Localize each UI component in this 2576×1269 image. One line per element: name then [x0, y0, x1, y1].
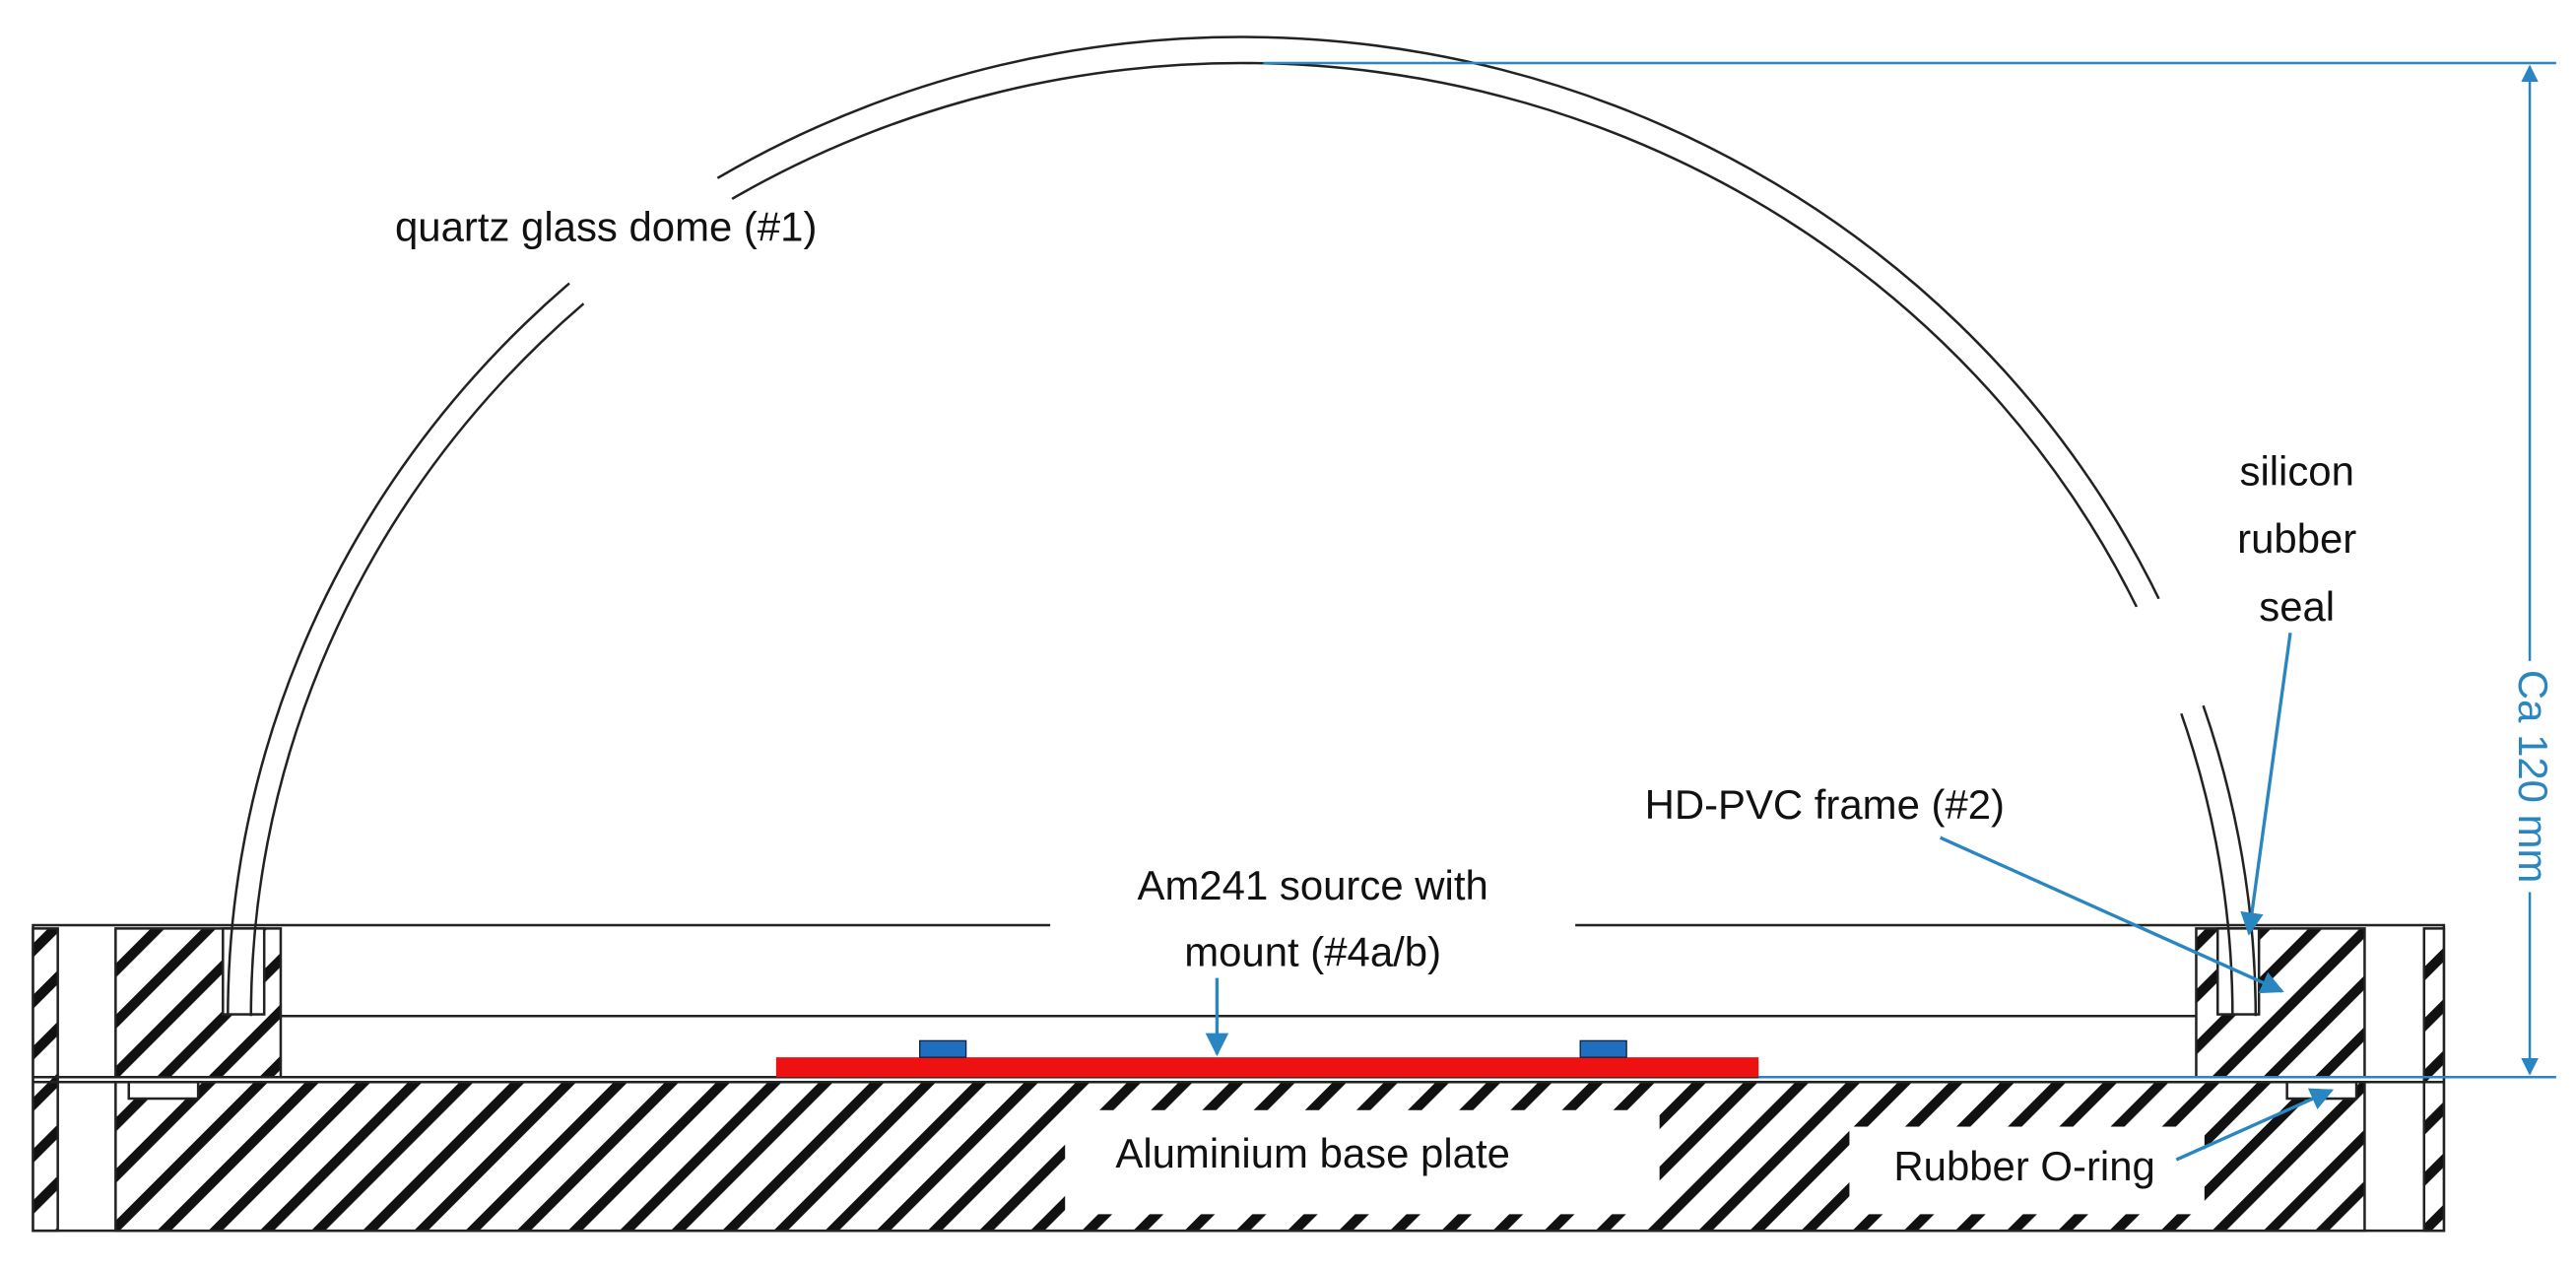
dome [227, 35, 2258, 1017]
label: quartz glass dome (#1) [395, 203, 817, 249]
label: Aluminium base plate [1115, 1130, 1510, 1176]
dimension [1263, 61, 2556, 1079]
gap [1050, 908, 1576, 942]
label-box [1849, 1126, 2205, 1215]
label: silicon [2240, 447, 2354, 494]
gap [531, 125, 755, 336]
label: seal [2259, 583, 2335, 630]
arrows [1205, 633, 2335, 1162]
label-box [1065, 1109, 1660, 1215]
label: HD-PVC frame (#2) [1645, 781, 2005, 828]
label: Am241 source with [1138, 862, 1488, 908]
label: rubber [2237, 515, 2356, 562]
label: Rubber O-ring [1893, 1143, 2154, 1189]
dimension-label: Ca 120 mm [2510, 670, 2556, 884]
source [775, 1057, 1759, 1078]
label: mount (#4a/b) [1184, 928, 1441, 974]
mount [919, 1039, 967, 1058]
mount [1579, 1039, 1627, 1058]
gap [2129, 586, 2231, 719]
